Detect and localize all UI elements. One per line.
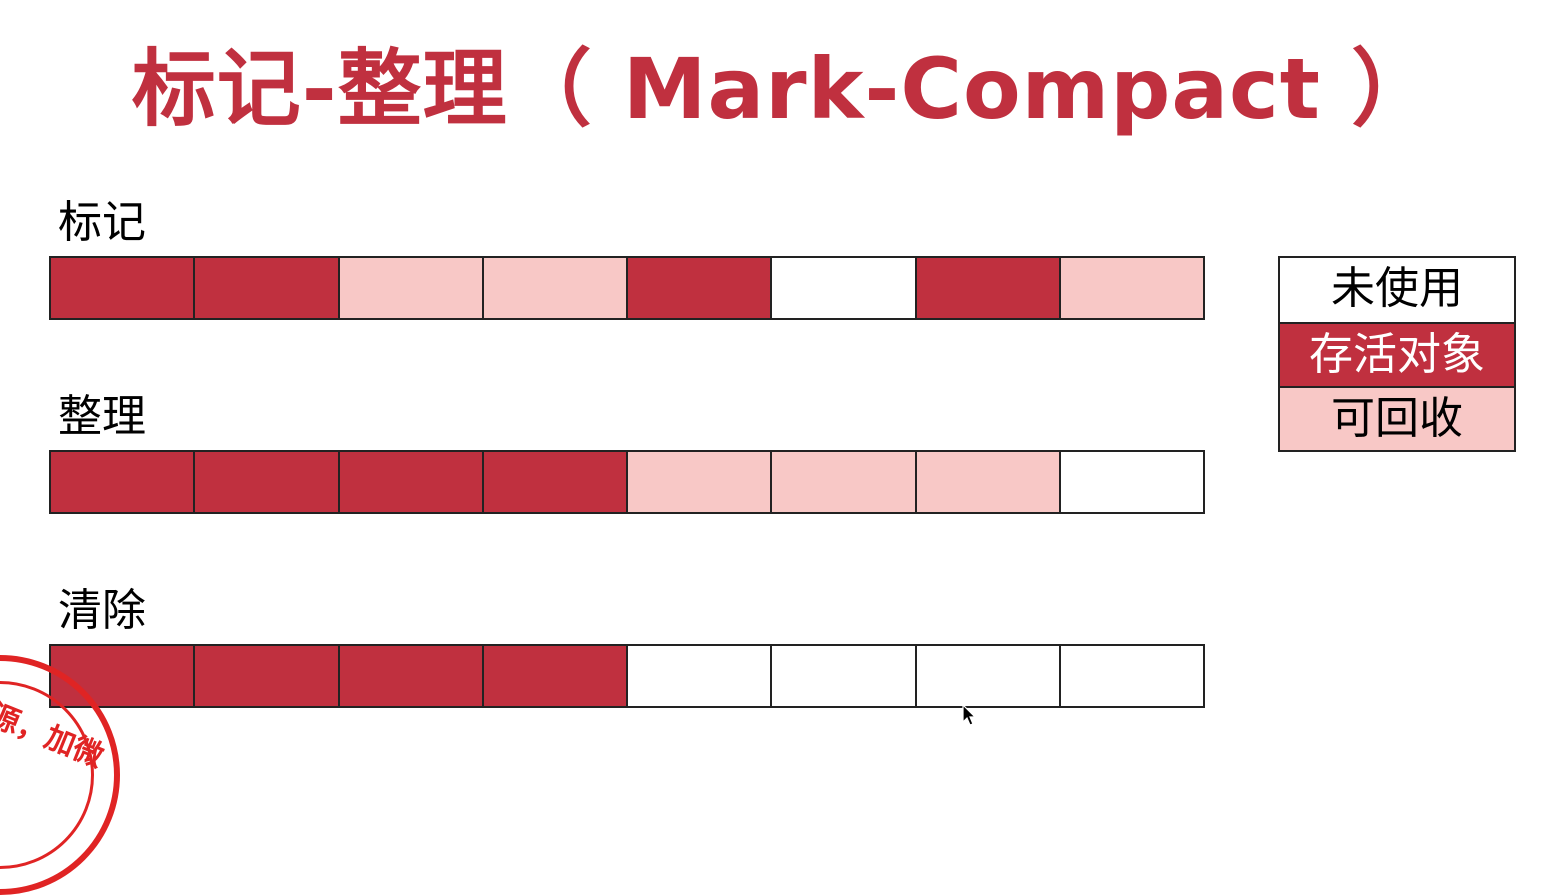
memory-bar-sweep (49, 644, 1205, 708)
memory-cell-unused (1060, 452, 1205, 512)
row-label-compact: 整理 (58, 391, 146, 442)
memory-cell-unused (772, 646, 917, 706)
legend-item-reclaimable: 可回收 (1280, 386, 1514, 450)
memory-cell-live (195, 452, 340, 512)
legend-item-live-object: 存活对象 (1280, 322, 1514, 386)
memory-cell-reclaimable (339, 258, 484, 318)
legend: 未使用 存活对象 可回收 (1278, 256, 1516, 452)
memory-cell-live (339, 452, 484, 512)
row-label-sweep: 清除 (58, 585, 146, 636)
memory-cell-reclaimable (772, 452, 917, 512)
memory-cell-reclaimable (1060, 258, 1205, 318)
memory-cell-live (51, 452, 196, 512)
memory-cell-live (195, 646, 340, 706)
slide-title: 标记-整理（ Mark-Compact ） (131, 40, 1437, 138)
memory-bar-compact (49, 450, 1205, 514)
memory-cell-live (195, 258, 340, 318)
memory-cell-unused (916, 646, 1061, 706)
memory-cell-live (339, 646, 484, 706)
memory-cell-unused (772, 258, 917, 318)
legend-item-unused: 未使用 (1280, 258, 1514, 322)
memory-cell-reclaimable (916, 452, 1061, 512)
memory-cell-reclaimable (483, 258, 628, 318)
memory-bar-mark (49, 256, 1205, 320)
row-label-mark: 标记 (58, 197, 146, 248)
memory-cell-live (483, 452, 628, 512)
memory-cell-unused (628, 646, 773, 706)
memory-cell-reclaimable (628, 452, 773, 512)
memory-cell-live (483, 646, 628, 706)
memory-cell-live (916, 258, 1061, 318)
memory-cell-unused (1060, 646, 1205, 706)
memory-cell-live (628, 258, 773, 318)
memory-cell-live (51, 258, 196, 318)
